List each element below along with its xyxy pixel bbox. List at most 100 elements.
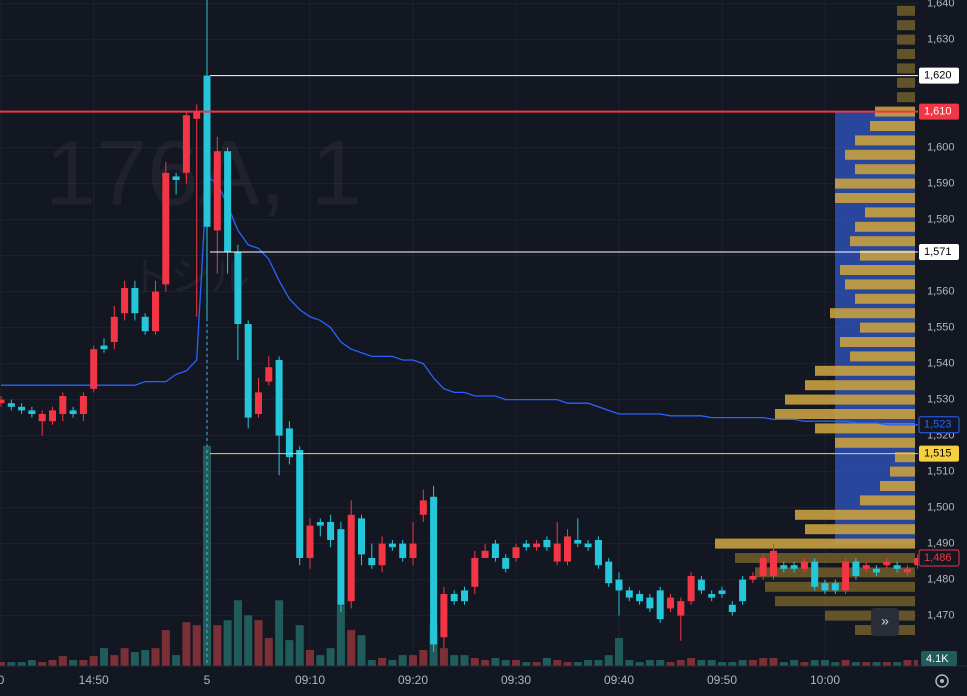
y-tick-label: 1,600 — [927, 142, 955, 154]
volume-bar — [100, 648, 108, 666]
profile-bar — [890, 466, 915, 477]
axis-labels: 1,4701,4801,4901,5001,5101,5201,5301,540… — [0, 0, 960, 687]
candle-body — [255, 392, 262, 414]
profile-bar — [897, 63, 915, 74]
volume-bar — [378, 658, 387, 666]
candle-body — [285, 428, 293, 458]
scroll-button[interactable] — [871, 608, 899, 636]
candle-body — [553, 543, 561, 562]
profile-bar — [897, 20, 915, 31]
candle-body — [491, 543, 499, 558]
y-tick-label: 1,510 — [927, 466, 955, 478]
y-tick-label: 1,550 — [927, 322, 955, 334]
volume-bar — [615, 638, 623, 666]
volume-bar — [748, 660, 757, 666]
volume-bar — [38, 662, 47, 666]
volume-bar — [501, 660, 510, 666]
profile-bar — [815, 423, 915, 434]
volume-bar — [192, 625, 201, 666]
candle-body — [337, 529, 345, 605]
profile-bar — [855, 135, 915, 146]
profile-bar — [897, 49, 915, 59]
profile-bar — [840, 337, 915, 347]
volume-bar — [79, 660, 88, 666]
volume-bar — [326, 648, 335, 666]
y-tick-label: 1,480 — [927, 574, 955, 586]
volume-bar — [851, 662, 860, 666]
candle-body — [110, 316, 118, 342]
candle-body — [893, 565, 901, 569]
y-tick-label: 1,530 — [927, 394, 955, 406]
y-tick-label: 1,500 — [927, 502, 955, 514]
settings-button[interactable] — [935, 674, 949, 688]
price-line-label: 1,571 — [924, 246, 952, 258]
y-tick-label: 1,590 — [927, 178, 955, 190]
profile-bar — [805, 524, 915, 535]
volume-bar — [460, 655, 469, 666]
volume-bar — [347, 630, 356, 666]
volume-bar — [7, 662, 16, 666]
volume-bar — [687, 658, 696, 666]
volume-bar — [120, 648, 129, 666]
volume-bar — [182, 622, 191, 666]
x-tick-label: 10:00 — [810, 673, 840, 687]
y-tick-label: 1,540 — [927, 358, 955, 370]
volume-bar — [728, 662, 737, 666]
candle-body — [656, 590, 664, 620]
candle-body — [450, 594, 458, 602]
profile-bar — [785, 394, 915, 405]
candle-body — [28, 410, 36, 414]
price-line-label-box — [919, 445, 959, 462]
candle-body — [0, 399, 5, 404]
candle-body — [862, 565, 870, 569]
volume-bar — [491, 658, 500, 666]
profile-bar — [850, 236, 915, 247]
volume-bar — [398, 655, 407, 666]
profile-bar — [715, 538, 915, 549]
candle-body — [461, 590, 468, 602]
candle-body — [512, 547, 520, 558]
volume-bar — [542, 658, 551, 666]
candle-body — [265, 367, 273, 382]
volume-bar — [718, 662, 726, 666]
candle-body — [522, 543, 530, 548]
volume-bar — [512, 660, 520, 666]
candle-body — [347, 514, 355, 602]
volume-bar — [594, 660, 603, 666]
candle-body — [790, 565, 798, 569]
y-tick-label: 1,580 — [927, 214, 955, 226]
price-line-label-box — [919, 244, 959, 260]
settings-dot[interactable] — [940, 679, 944, 683]
candle-body — [636, 594, 644, 602]
scroll-icon[interactable]: » — [881, 613, 889, 629]
candle-body — [502, 558, 510, 569]
profile-bar — [775, 409, 915, 419]
volume-bar — [810, 660, 819, 666]
volume-bar — [27, 660, 36, 666]
candle-body — [739, 579, 747, 602]
candle-body — [193, 111, 201, 119]
volume-bar — [233, 600, 242, 666]
profile-bar — [835, 193, 915, 203]
profile-bar — [855, 293, 915, 304]
candle-body — [388, 543, 396, 548]
candle-body — [358, 518, 365, 555]
x-tick-label: 09:50 — [707, 673, 737, 687]
volume-bar — [532, 662, 541, 666]
profile-bar — [860, 322, 915, 333]
volume-bar — [666, 662, 675, 666]
candle-body — [203, 75, 211, 227]
profile-bar — [870, 121, 915, 131]
candle-body — [708, 594, 716, 598]
volume-bar — [419, 650, 428, 666]
volume-bar — [522, 662, 531, 666]
volume-bar — [604, 655, 613, 666]
volume-bar — [203, 445, 211, 666]
candle-body — [471, 558, 479, 587]
volume-bar — [275, 600, 284, 666]
volume-bar — [48, 660, 57, 666]
profile-bar — [805, 380, 915, 391]
volume-bar — [264, 638, 273, 666]
volume-bar — [69, 660, 78, 666]
